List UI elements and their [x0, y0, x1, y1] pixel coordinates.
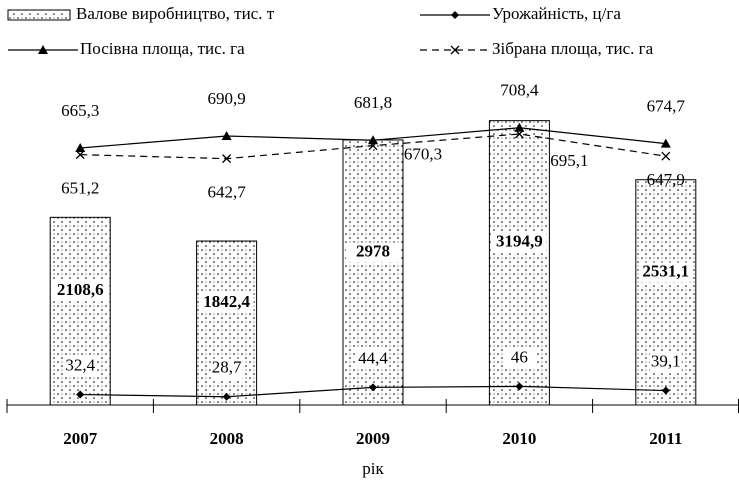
bar-label: 2108,6	[57, 280, 104, 299]
point-label: 674,7	[647, 96, 686, 115]
point-label: 28,7	[212, 358, 242, 377]
x-tick-label: 2008	[210, 429, 244, 448]
point-label: 708,4	[500, 81, 539, 100]
point-label: 690,9	[207, 89, 245, 108]
point-label: 695,1	[550, 151, 588, 170]
marker	[660, 138, 671, 148]
marker	[368, 135, 378, 145]
label-bg	[503, 348, 536, 369]
x-tick-label: 2011	[649, 429, 682, 448]
point-label: 651,2	[61, 179, 99, 198]
marker	[222, 154, 232, 164]
x-axis-label: рік	[362, 459, 384, 478]
marker	[38, 45, 48, 54]
marker	[75, 150, 85, 160]
marker	[221, 130, 232, 140]
marker	[369, 383, 377, 392]
marker	[661, 151, 671, 161]
legend-label: Посівна площа, тис. га	[80, 39, 245, 58]
marker	[75, 143, 86, 153]
legend-label: Валове виробництво, тис. т	[76, 4, 275, 23]
label-bg	[357, 349, 389, 370]
marker	[76, 390, 85, 399]
x-tick-label: 2010	[502, 429, 536, 448]
bar-label: 3194,9	[496, 232, 543, 251]
bar-label: 1842,4	[203, 292, 250, 311]
point-label: 39,1	[651, 351, 681, 370]
legend-label: Зібрана площа, тис. га	[492, 39, 654, 58]
point-label: 46	[511, 347, 528, 366]
bar	[49, 216, 111, 406]
point-label: 670,3	[404, 145, 442, 164]
label-bg	[649, 352, 682, 373]
marker	[661, 386, 670, 395]
marker	[515, 382, 524, 391]
label-bg	[199, 293, 254, 314]
point-label: 665,3	[61, 101, 99, 120]
label-bg	[638, 262, 693, 283]
bar	[196, 240, 258, 406]
x-tick-label: 2009	[356, 429, 390, 448]
label-bg	[53, 281, 108, 302]
label-bg	[492, 232, 547, 253]
marker	[514, 129, 524, 139]
bar-label: 2978	[356, 241, 390, 260]
marker	[368, 141, 378, 151]
point-label: 642,7	[207, 183, 246, 202]
legend-label: Урожайність, ц/га	[492, 4, 621, 23]
legend-swatch	[7, 9, 71, 21]
point-label: 647,9	[647, 170, 685, 189]
label-bg	[210, 358, 243, 379]
marker	[450, 45, 460, 55]
x-tick-label: 2007	[63, 429, 98, 448]
point-label: 44,4	[358, 348, 388, 367]
point-label: 32,4	[65, 355, 95, 374]
marker	[222, 392, 231, 401]
marker	[514, 122, 525, 132]
point-label: 681,8	[354, 93, 392, 112]
bar-label: 2531,1	[642, 261, 689, 280]
label-bg	[64, 356, 97, 377]
label-bg	[346, 242, 400, 263]
marker	[451, 11, 459, 19]
